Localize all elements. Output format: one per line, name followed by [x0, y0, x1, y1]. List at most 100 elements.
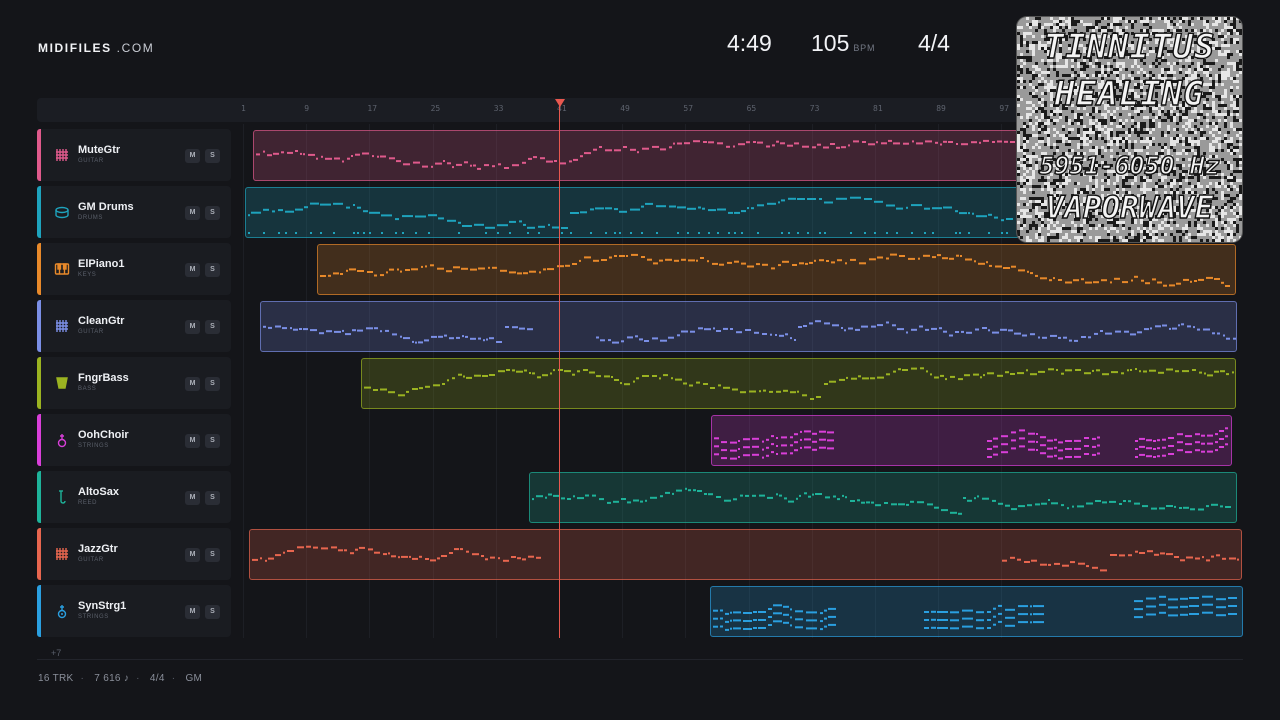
midi-note [359, 546, 365, 549]
midi-note [1197, 328, 1200, 331]
midi-clip-synstrg1[interactable] [710, 586, 1243, 637]
track-name: FngrBass [78, 372, 129, 384]
midi-clip-altosax[interactable] [529, 472, 1237, 523]
midi-note [888, 139, 892, 142]
midi-clip-oohchoir[interactable] [711, 415, 1232, 466]
midi-note [833, 495, 836, 498]
grid-line [875, 124, 876, 638]
track-header-jazzgtr[interactable]: JazzGtr GUITAR M S [37, 528, 231, 580]
midi-note [940, 143, 942, 146]
midi-note [828, 615, 836, 618]
track-header-fngrbass[interactable]: FngrBass BASS M S [37, 357, 231, 409]
midi-note [447, 379, 449, 382]
playhead-handle[interactable] [554, 99, 565, 107]
more-tracks-indicator[interactable]: +7 [51, 648, 62, 658]
midi-note [775, 334, 777, 336]
solo-button[interactable]: S [205, 377, 220, 391]
midi-note [717, 232, 719, 234]
midi-note [366, 327, 373, 330]
midi-note [385, 329, 389, 332]
midi-note [344, 549, 347, 552]
midi-clip-elpiano1[interactable] [317, 244, 1236, 295]
midi-note [927, 503, 933, 506]
track-type: GUITAR [78, 329, 104, 335]
midi-note [263, 150, 265, 153]
midi-note [550, 372, 552, 375]
track-header-cleangtr[interactable]: CleanGtr GUITAR M S [37, 300, 231, 352]
mute-button[interactable]: M [185, 434, 200, 448]
midi-note [961, 330, 964, 333]
midi-note [973, 373, 979, 376]
solo-button[interactable]: S [205, 548, 220, 562]
midi-note [850, 232, 852, 234]
midi-note [716, 496, 721, 498]
midi-note [992, 331, 999, 334]
midi-clip-jazzgtr[interactable] [249, 529, 1242, 580]
track-header-synstrg1[interactable]: SynStrg1 STRINGS M S [37, 585, 231, 637]
mute-button[interactable]: M [185, 605, 200, 619]
midi-note [614, 255, 617, 257]
midi-note [630, 208, 640, 211]
midi-note [987, 448, 992, 450]
track-header-oohchoir[interactable]: OohChoir STRINGS M S [37, 414, 231, 466]
mute-button[interactable]: M [185, 149, 200, 163]
midi-clip-cleangtr[interactable] [260, 301, 1237, 352]
track-name: SynStrg1 [78, 600, 127, 612]
midi-note [1094, 332, 1098, 335]
solo-button[interactable]: S [205, 149, 220, 163]
midi-clip-fngrbass[interactable] [361, 358, 1236, 409]
midi-note [641, 232, 643, 234]
mute-button[interactable]: M [185, 263, 200, 277]
midi-note [1137, 331, 1142, 334]
mute-button[interactable]: M [185, 377, 200, 391]
midi-note [992, 141, 995, 143]
midi-note [1033, 613, 1044, 616]
track-header-elpiano1[interactable]: ElPiano1 KEYS M S [37, 243, 231, 295]
midi-note [766, 145, 770, 148]
solo-button[interactable]: S [205, 491, 220, 505]
brand-logo[interactable]: MIDIFILES .COM [38, 41, 154, 55]
solo-button[interactable]: S [205, 263, 220, 277]
midi-note [906, 331, 908, 334]
midi-note [976, 627, 984, 630]
midi-note [1215, 441, 1218, 444]
midi-note [677, 142, 682, 145]
midi-note [251, 211, 261, 214]
midi-note [684, 142, 690, 145]
midi-note [310, 202, 319, 205]
midi-note [776, 445, 778, 447]
midi-note [723, 386, 730, 389]
midi-note [708, 141, 714, 144]
midi-note [806, 627, 817, 630]
midi-note [837, 259, 842, 262]
solo-button[interactable]: S [205, 605, 220, 619]
solo-button[interactable]: S [205, 434, 220, 448]
midi-note [1131, 279, 1133, 282]
midi-note [256, 153, 260, 156]
midi-note [950, 627, 959, 630]
midi-note [704, 328, 711, 331]
track-header-altosax[interactable]: AltoSax REED M S [37, 471, 231, 523]
midi-note [1198, 508, 1204, 511]
midi-note [779, 334, 784, 337]
overlay-line-1: TINNITUS [1043, 26, 1216, 67]
midi-note [1180, 613, 1188, 616]
midi-note [1185, 451, 1192, 454]
midi-note [1157, 455, 1160, 458]
playhead[interactable] [559, 104, 560, 638]
midi-note [442, 383, 445, 385]
solo-button[interactable]: S [205, 206, 220, 220]
mute-button[interactable]: M [185, 320, 200, 334]
mute-button[interactable]: M [185, 491, 200, 505]
track-header-gm-drums[interactable]: GM Drums DRUMS M S [37, 186, 231, 238]
midi-note [1153, 448, 1156, 450]
midi-note [573, 158, 578, 161]
solo-button[interactable]: S [205, 320, 220, 334]
mute-button[interactable]: M [185, 548, 200, 562]
mute-button[interactable]: M [185, 206, 200, 220]
midi-note [462, 225, 472, 227]
midi-note [1159, 507, 1165, 510]
midi-note [976, 611, 984, 614]
midi-note [639, 338, 643, 341]
track-header-mutegtr[interactable]: MuteGtr GUITAR M S [37, 129, 231, 181]
